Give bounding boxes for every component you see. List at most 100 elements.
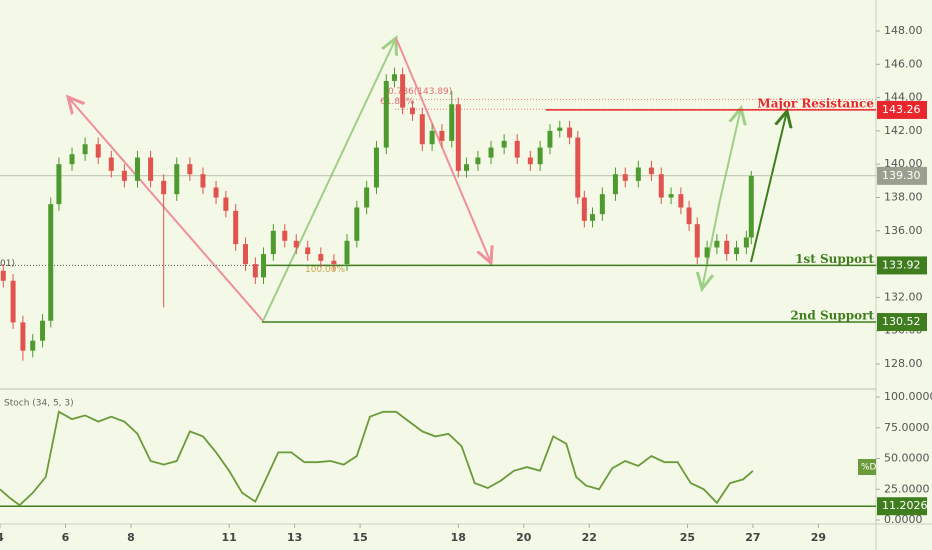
- candle-body: [344, 240, 350, 265]
- candle-body: [108, 157, 114, 171]
- candle-body: [635, 167, 641, 181]
- candle-body: [419, 114, 425, 145]
- level-label: Major Resistance: [757, 96, 874, 110]
- stoch-y-tick-label: 75.0000: [884, 421, 930, 434]
- arrow: [68, 97, 264, 322]
- candle-body: [391, 74, 397, 81]
- candle-body: [252, 264, 258, 278]
- candle-body: [383, 80, 389, 148]
- x-tick-label: 13: [287, 531, 302, 544]
- fib-label: 61.80%: [380, 97, 415, 107]
- candle-body: [537, 147, 543, 165]
- candle-body: [282, 230, 288, 241]
- price-box: [877, 166, 927, 185]
- x-tick-label: 22: [582, 531, 597, 544]
- stoch-level-box: [877, 497, 927, 516]
- candle-body: [668, 194, 674, 198]
- candle-body: [56, 164, 62, 205]
- stoch-y-tick-label: 50.0000: [884, 452, 930, 465]
- candle-body: [748, 175, 754, 238]
- candle-body: [686, 207, 692, 225]
- candle-body: [82, 144, 88, 155]
- candle-body: [581, 197, 587, 221]
- stoch-level-label: 11.2026: [882, 499, 928, 512]
- price-box-label: 133.92: [882, 258, 921, 271]
- candle-body: [501, 140, 507, 148]
- candle-body: [488, 147, 494, 158]
- candle-body: [514, 140, 520, 158]
- candle-body: [200, 174, 206, 188]
- x-tick-label: 25: [680, 531, 695, 544]
- y-tick-label: 136.00: [884, 224, 923, 237]
- stoch-y-tick-label: 0.0000: [884, 513, 923, 526]
- candle-body: [20, 322, 26, 351]
- candle-body: [455, 104, 461, 171]
- y-tick-label: 148.00: [884, 24, 923, 37]
- left-note: 01): [0, 259, 15, 269]
- candle-body: [373, 147, 379, 188]
- candle-body: [40, 320, 46, 341]
- y-tick-label: 128.00: [884, 357, 923, 370]
- candle-body: [527, 157, 533, 165]
- candle-body: [243, 244, 249, 265]
- candle-body: [612, 174, 618, 195]
- candle-body: [400, 74, 406, 108]
- candle-body: [223, 197, 229, 211]
- candle-body: [557, 127, 563, 131]
- candle-body: [658, 174, 664, 198]
- candle-body: [364, 187, 370, 208]
- x-tick-label: 11: [221, 531, 236, 544]
- y-tick-label: 144.00: [884, 91, 923, 104]
- candle-body: [648, 167, 654, 175]
- x-tick-label: 4: [0, 531, 4, 544]
- arrow: [395, 37, 491, 263]
- candle-body: [354, 207, 360, 241]
- price-box: [877, 313, 927, 332]
- stoch-legend-box: [858, 459, 876, 475]
- candle-body: [293, 240, 299, 248]
- candle-body: [694, 224, 700, 258]
- arrow: [719, 108, 741, 201]
- level-label: 1st Support: [795, 252, 874, 266]
- candle-body: [134, 157, 140, 181]
- candle-body: [69, 154, 75, 165]
- x-tick-label: 20: [516, 531, 532, 544]
- candle-body: [121, 170, 127, 181]
- stoch-legend: %D: [861, 463, 877, 473]
- x-tick-label: 29: [811, 531, 826, 544]
- candle-body: [724, 240, 730, 255]
- y-tick-label: 142.00: [884, 124, 923, 137]
- candle-body: [331, 260, 337, 265]
- candle-body: [678, 194, 684, 208]
- stoch-y-tick-label: 100.0000: [884, 390, 932, 403]
- candle-body: [213, 187, 219, 198]
- price-box-label: 143.26: [882, 103, 921, 116]
- price-box-label: 139.30: [882, 169, 921, 182]
- candle-body: [475, 157, 481, 165]
- candle-body: [95, 144, 101, 158]
- candle-body: [261, 254, 267, 278]
- candle-body: [439, 130, 445, 141]
- candle-body: [10, 280, 16, 323]
- candle-body: [187, 164, 193, 175]
- candle-body: [704, 247, 710, 258]
- x-tick-label: 18: [451, 531, 466, 544]
- price-box: [877, 100, 927, 119]
- candle-body: [161, 180, 167, 195]
- candle-body: [547, 130, 553, 148]
- candle-body: [429, 130, 435, 145]
- price-box: [877, 256, 927, 275]
- y-tick-label: 138.00: [884, 191, 923, 204]
- candle-body: [270, 230, 276, 255]
- y-tick-label: 146.00: [884, 57, 923, 70]
- arrow: [750, 111, 787, 263]
- candle-body: [233, 210, 239, 245]
- x-tick-label: 15: [352, 531, 367, 544]
- stoch-title: Stoch (34, 5, 3): [4, 399, 74, 409]
- candle-body: [622, 174, 628, 181]
- fib-label: 100.00%: [305, 265, 345, 275]
- candle-body: [318, 254, 324, 261]
- y-tick-label: 132.00: [884, 290, 923, 303]
